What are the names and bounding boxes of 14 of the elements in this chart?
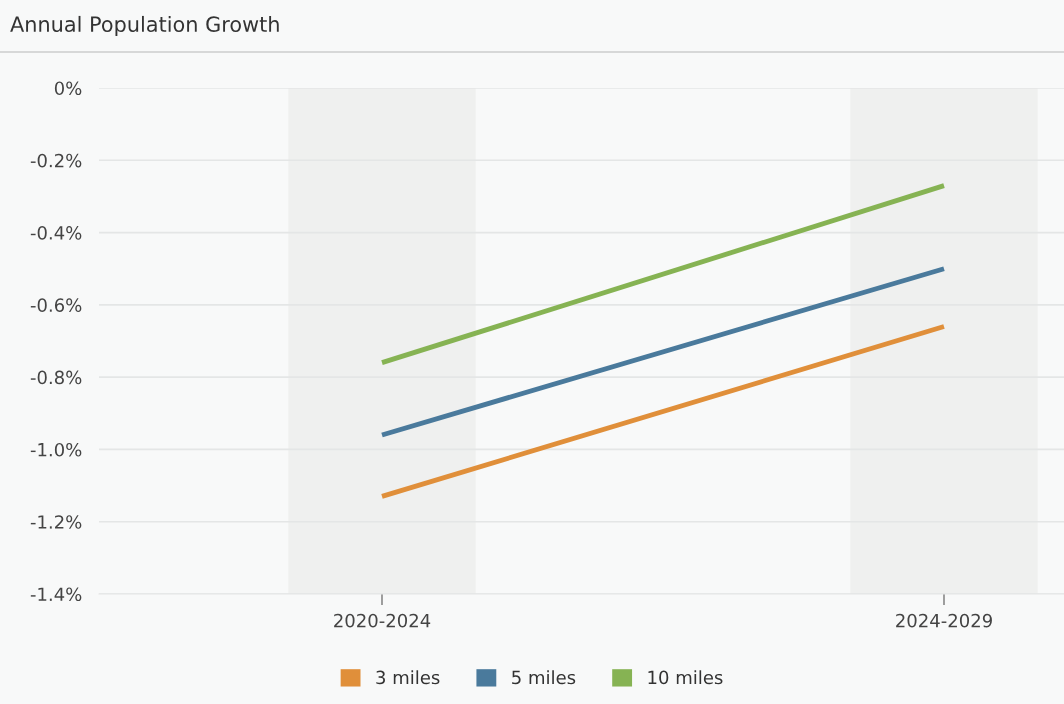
y-tick-label: -1.4% [30,587,82,602]
y-tick-label: -1.0% [30,442,82,457]
chart-title: Annual Population Growth [10,15,279,37]
y-tick-label: -0.6% [30,298,82,312]
x-tick-label: 2020-2024 [334,613,431,628]
legend-label: 3 miles [376,670,440,685]
y-tick-label: -0.8% [30,370,82,385]
y-tick-label: 0% [54,81,82,96]
y-tick-label: -1.2% [30,515,82,529]
y-tick-label: -0.4% [30,226,82,240]
x-tick-label: 2024-2029 [896,613,992,628]
y-tick-label: -0.2% [30,153,82,168]
legend-label: 5 miles [512,670,576,685]
legend-label: 10 miles [648,670,723,685]
